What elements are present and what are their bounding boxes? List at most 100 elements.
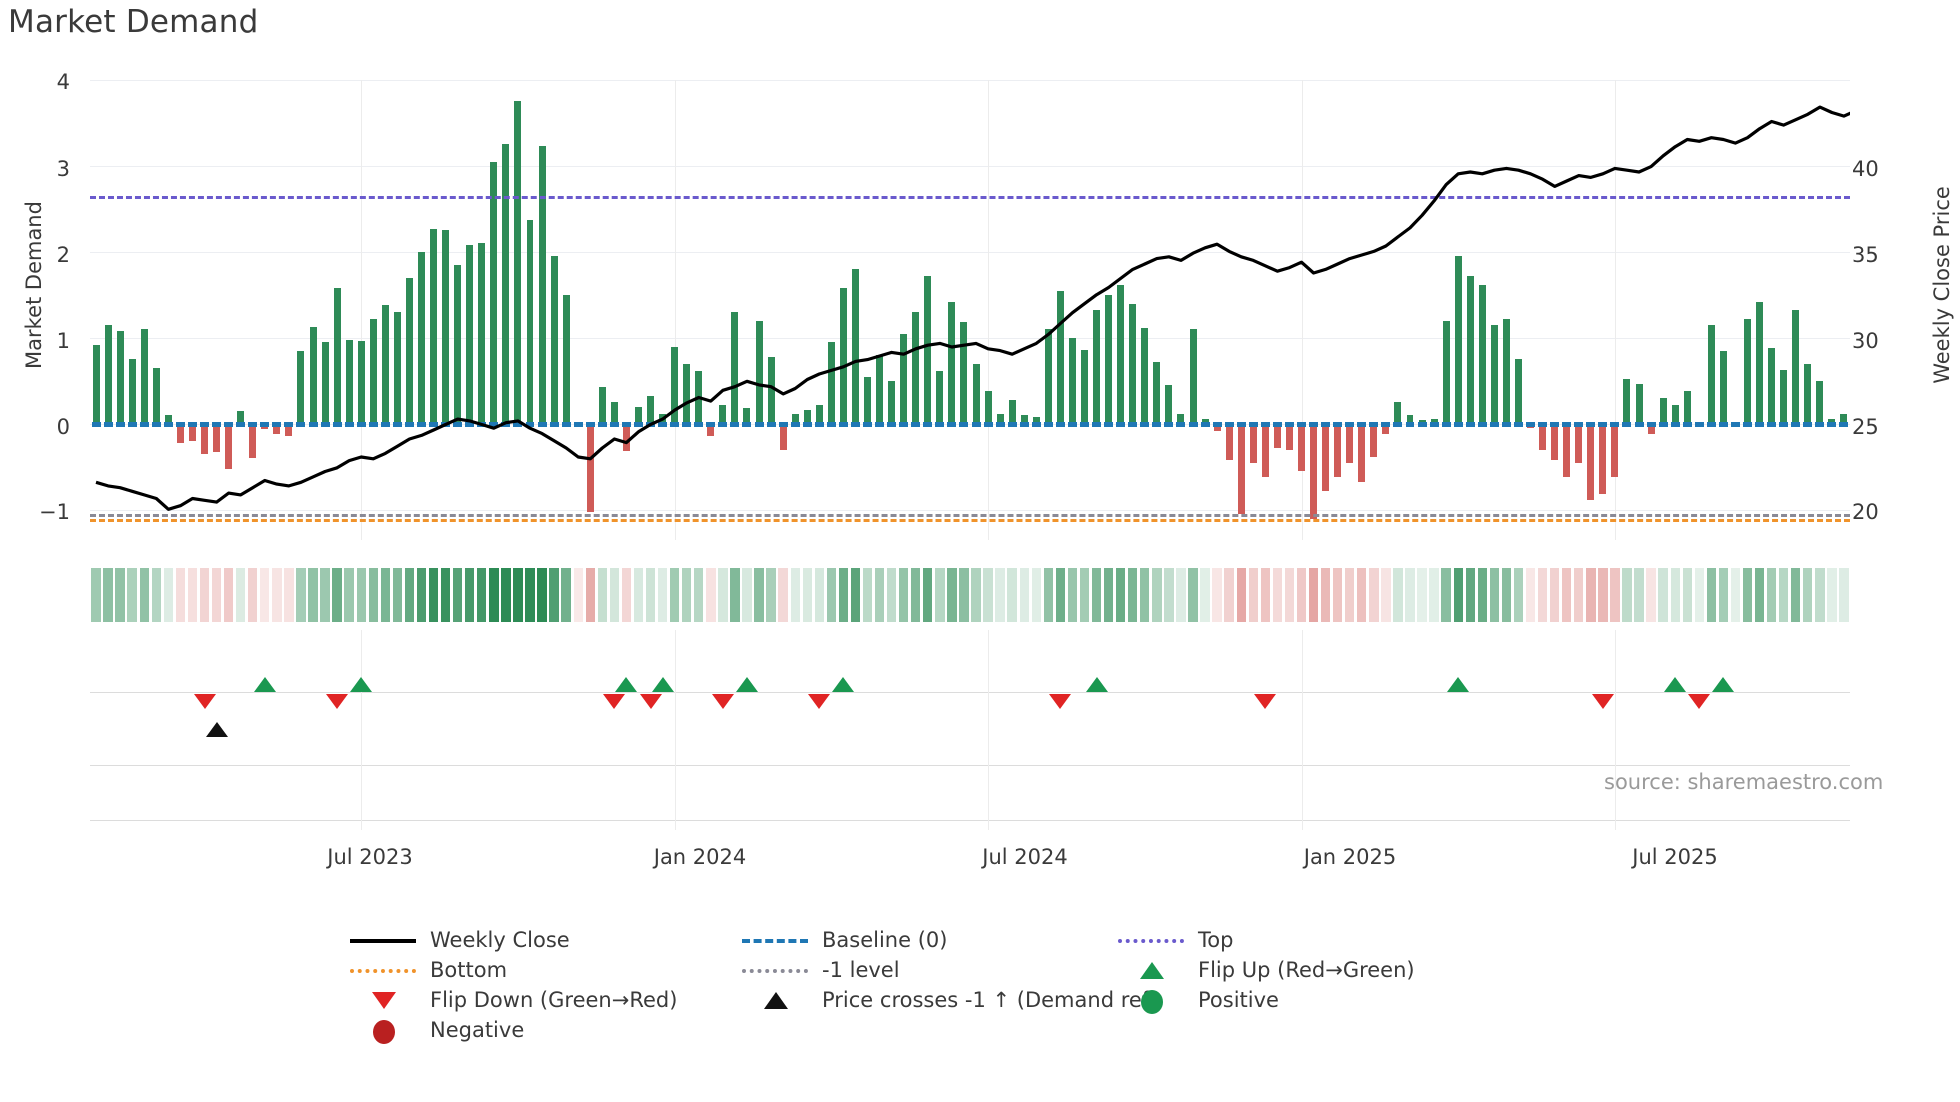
demand-bar — [1406, 415, 1414, 424]
marker-band-rule-2 — [90, 820, 1850, 821]
heatmap-cell — [1224, 568, 1234, 622]
heatmap-cell — [694, 568, 704, 622]
baseline-segment — [1610, 421, 1620, 427]
heatmap-cell — [1164, 568, 1174, 622]
legend-price-cross-label: Price crosses -1 ↑ (Demand ref) — [822, 988, 1158, 1012]
baseline-segment — [1297, 421, 1306, 427]
demand-bar — [1382, 423, 1390, 435]
baseline-segment — [1441, 421, 1451, 427]
legend-top-label: Top — [1198, 928, 1234, 952]
legend-flip-down[interactable]: Flip Down (Green→Red) — [350, 988, 677, 1012]
heatmap-cell — [742, 568, 752, 622]
demand-bar — [92, 344, 100, 424]
heatmap-cell — [1236, 568, 1246, 622]
heatmap-cell — [633, 568, 644, 622]
heatmap-cell — [260, 568, 270, 622]
heatmap-cell — [718, 568, 728, 622]
heatmap-cell — [971, 568, 981, 622]
x-tick-3: Jan 2025 — [1303, 845, 1397, 869]
baseline-segment — [1128, 421, 1138, 427]
heatmap-cell — [1501, 568, 1512, 622]
baseline-segment — [573, 421, 583, 427]
heatmap-cell — [802, 568, 812, 622]
legend-positive[interactable]: Positive — [1118, 988, 1279, 1014]
baseline-segment — [1730, 421, 1740, 427]
demand-bar — [538, 146, 546, 424]
demand-bar — [1213, 423, 1221, 431]
baseline-segment — [766, 421, 776, 427]
demand-bar — [297, 350, 305, 424]
baseline-segment — [875, 421, 885, 427]
demand-bar — [1816, 380, 1824, 424]
heatmap-cell — [537, 568, 547, 622]
heatmap-cell — [1791, 568, 1801, 622]
demand-bar — [1635, 384, 1643, 424]
heatmap-cell — [814, 568, 824, 622]
demand-bar — [1093, 310, 1101, 424]
baseline-segment — [1248, 421, 1258, 427]
legend-price-cross[interactable]: Price crosses -1 ↑ (Demand ref) — [742, 988, 1157, 1012]
baseline-segment — [1272, 421, 1282, 427]
heatmap-cell — [1284, 568, 1295, 622]
baseline-segment — [1465, 421, 1475, 427]
heatmap-cell — [187, 568, 198, 622]
heatmap-cell — [91, 568, 101, 622]
demand-bar — [815, 405, 823, 424]
heatmap-cell — [597, 568, 608, 622]
baseline-segment — [1080, 421, 1089, 427]
demand-bar — [610, 402, 618, 424]
flip-marker-band — [90, 630, 1850, 830]
heatmap-cell — [1778, 568, 1789, 622]
legend-baseline-label: Baseline (0) — [822, 928, 948, 952]
heatmap-cell — [561, 568, 571, 622]
legend-baseline[interactable]: Baseline (0) — [742, 928, 947, 952]
legend-top[interactable]: Top — [1118, 928, 1233, 952]
baseline-segment — [513, 421, 523, 427]
baseline-segment — [115, 421, 125, 427]
gridline-y-0 — [90, 423, 1850, 425]
demand-bar — [936, 370, 944, 424]
baseline-segment — [609, 421, 619, 427]
legend-flip-up[interactable]: Flip Up (Red→Green) — [1118, 958, 1415, 982]
y-tick-right-3: 25 — [1852, 415, 1879, 439]
heatmap-cell — [1489, 568, 1500, 622]
heatmap-cell — [332, 568, 342, 622]
legend-minus-one[interactable]: -1 level — [742, 958, 900, 982]
baseline-segment — [1260, 421, 1270, 427]
heatmap-cell — [645, 568, 656, 622]
demand-bar — [1177, 413, 1185, 424]
demand-bar — [1068, 337, 1076, 424]
baseline-segment — [1477, 421, 1487, 427]
baseline-segment — [682, 421, 692, 427]
demand-bar — [1249, 423, 1257, 463]
legend-negative[interactable]: Negative — [350, 1018, 524, 1044]
heatmap-cell — [1465, 568, 1475, 622]
demand-bar — [1587, 423, 1595, 500]
baseline-segment — [670, 421, 680, 427]
baseline-segment — [1188, 421, 1198, 427]
y-tick-right-1: 35 — [1852, 243, 1879, 267]
heatmap-cell — [1815, 568, 1825, 622]
baseline-segment — [585, 421, 595, 427]
bottom-reference-line — [90, 518, 1850, 522]
heatmap-cell — [585, 568, 595, 622]
legend-bottom[interactable]: Bottom — [350, 958, 507, 982]
legend-weekly-close[interactable]: Weekly Close — [350, 928, 570, 952]
demand-bar — [140, 329, 148, 424]
demand-bar — [1346, 423, 1354, 463]
demand-heatmap-strip — [90, 568, 1850, 622]
baseline-segment — [1646, 421, 1656, 427]
heatmap-cell — [1067, 568, 1078, 622]
baseline-segment — [212, 421, 222, 427]
flip-up-marker-icon — [1712, 677, 1735, 692]
demand-bar — [1225, 423, 1233, 461]
heatmap-cell — [1646, 568, 1656, 622]
demand-bar — [948, 301, 956, 424]
heatmap-cell — [1260, 568, 1271, 622]
marker-band-rule-0 — [90, 692, 1850, 693]
heatmap-cell — [1634, 568, 1644, 622]
baseline-segment — [1417, 421, 1427, 427]
demand-bar — [1165, 385, 1173, 424]
demand-bar — [1563, 423, 1571, 478]
demand-bar — [321, 342, 329, 424]
